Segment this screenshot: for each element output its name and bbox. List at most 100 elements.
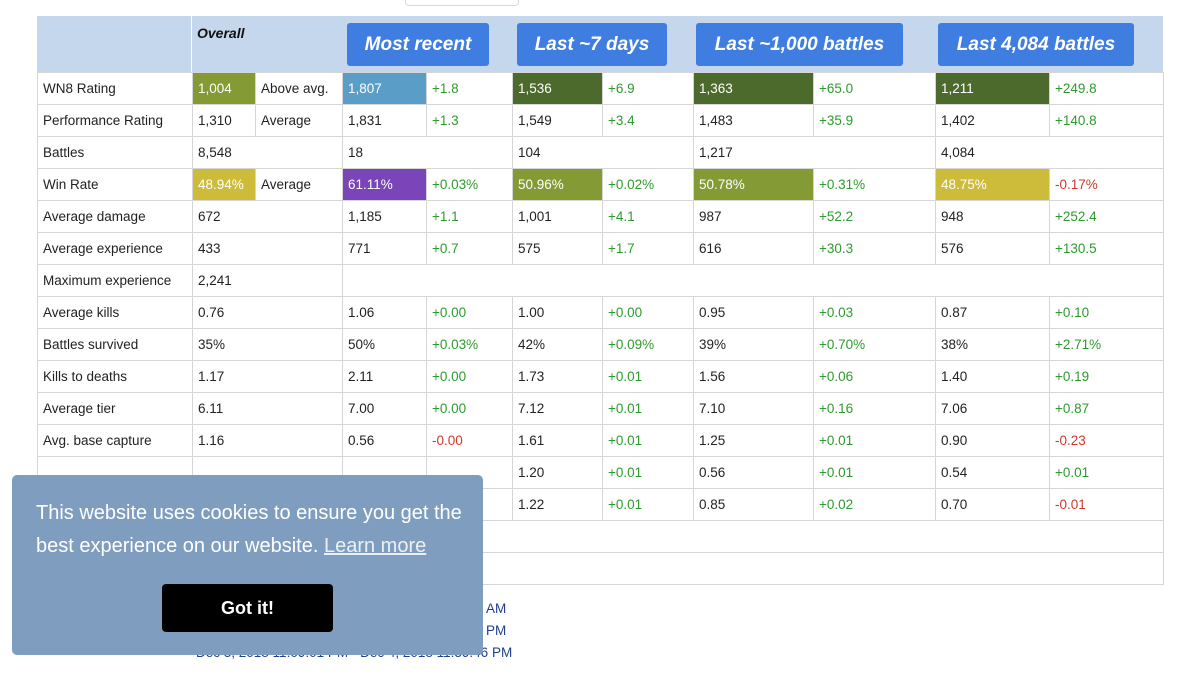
overall-value: 1.17 <box>192 360 343 393</box>
row-label: Win Rate <box>37 168 193 201</box>
period-value: 1.20 <box>512 456 603 489</box>
row-label: Kills to deaths <box>37 360 193 393</box>
period-delta: +249.8 <box>1049 72 1164 105</box>
period-value: 1.25 <box>693 424 814 457</box>
row-label: Avg. base capture <box>37 424 193 457</box>
period-value: 39% <box>693 328 814 361</box>
table-row: Maximum experience 2,241 <box>37 264 1164 297</box>
header-empty-cell <box>37 16 192 72</box>
period-value: 7.06 <box>935 392 1050 425</box>
period-delta: -0.00 <box>426 424 513 457</box>
period-delta: +65.0 <box>813 72 936 105</box>
period-delta: +0.09% <box>602 328 694 361</box>
period-value: 50.78% <box>693 168 814 201</box>
period-delta: +130.5 <box>1049 232 1164 265</box>
period-value: 1,402 <box>935 104 1050 137</box>
period-value: 1.61 <box>512 424 603 457</box>
period-value: 48.75% <box>935 168 1050 201</box>
period-delta: +0.10 <box>1049 296 1164 329</box>
overall-value: 0.76 <box>192 296 343 329</box>
period-delta: +0.00 <box>426 296 513 329</box>
overall-header: Overall <box>197 25 245 41</box>
period-last-4084-battles-button[interactable]: Last 4,084 battles <box>938 23 1134 66</box>
period-delta: +0.03% <box>426 328 513 361</box>
overall-value: 433 <box>192 232 343 265</box>
period-delta: +4.1 <box>602 200 694 233</box>
table-row: Average tier 6.11 7.00 +0.00 7.12 +0.01 7.10 +0… <box>37 392 1164 425</box>
period-delta: -0.01 <box>1049 488 1164 521</box>
overall-value: 1.16 <box>192 424 343 457</box>
period-delta: +0.00 <box>602 296 694 329</box>
period-most-recent-button[interactable]: Most recent <box>347 23 489 66</box>
overall-note: Average <box>255 168 343 201</box>
period-delta: +0.87 <box>1049 392 1164 425</box>
period-value: 0.87 <box>935 296 1050 329</box>
period-delta: +6.9 <box>602 72 694 105</box>
period-delta: +0.01 <box>813 424 936 457</box>
cookie-message: This website uses cookies to ensure you … <box>36 502 462 557</box>
period-value: 1,831 <box>342 104 427 137</box>
table-row: Avg. base capture 1.16 0.56 -0.00 1.61 +0.01 1… <box>37 424 1164 457</box>
time-line-1: AM <box>486 601 507 616</box>
overall-note: Average <box>255 104 343 137</box>
period-delta: +0.7 <box>426 232 513 265</box>
table-row: 1.20 +0.01 0.56 +0.01 0.54 +0.01 <box>37 456 1164 489</box>
period-delta: +1.7 <box>602 232 694 265</box>
period-value: 18 <box>342 136 513 169</box>
period-value: 1.06 <box>342 296 427 329</box>
table-row: Performance Rating 1,310 Average 1,831 +1.3 1… <box>37 104 1164 137</box>
period-delta: +1.8 <box>426 72 513 105</box>
overall-note: Above avg. <box>255 72 343 105</box>
period-delta: +0.00 <box>426 360 513 393</box>
row-label: Maximum experience <box>37 264 193 297</box>
period-value: 0.70 <box>935 488 1050 521</box>
period-value: 1.00 <box>512 296 603 329</box>
period-delta: +0.31% <box>813 168 936 201</box>
period-value: 1,217 <box>693 136 936 169</box>
period-delta: +0.03 <box>813 296 936 329</box>
period-value: 0.90 <box>935 424 1050 457</box>
period-value: 1,185 <box>342 200 427 233</box>
period-value: 38% <box>935 328 1050 361</box>
period-value: 1.73 <box>512 360 603 393</box>
cookie-message-container: This website uses cookies to ensure you … <box>36 497 466 563</box>
period-delta: -0.23 <box>1049 424 1164 457</box>
period-delta: +140.8 <box>1049 104 1164 137</box>
table-row: Battles survived 35% 50% +0.03% 42% +0.09% 39%… <box>37 328 1164 361</box>
period-value: 1,483 <box>693 104 814 137</box>
period-last-7-days-button[interactable]: Last ~7 days <box>517 23 667 66</box>
period-value: 7.00 <box>342 392 427 425</box>
period-last-1000-battles-button[interactable]: Last ~1,000 battles <box>696 23 903 66</box>
overall-value: 2,241 <box>192 264 343 297</box>
period-delta: +0.06 <box>813 360 936 393</box>
row-label: Average tier <box>37 392 193 425</box>
period-delta: +35.9 <box>813 104 936 137</box>
period-delta: +0.01 <box>813 456 936 489</box>
period-delta: +0.01 <box>602 424 694 457</box>
overall-value: 1,310 <box>192 104 256 137</box>
period-value: 1.40 <box>935 360 1050 393</box>
period-value: 948 <box>935 200 1050 233</box>
period-value: 616 <box>693 232 814 265</box>
time-line-2: PM <box>486 623 507 638</box>
period-value: 1,363 <box>693 72 814 105</box>
period-delta: -0.17% <box>1049 168 1164 201</box>
row-label: WN8 Rating <box>37 72 193 105</box>
period-delta: +252.4 <box>1049 200 1164 233</box>
row-label: Battles <box>37 136 193 169</box>
overall-value: 8,548 <box>192 136 343 169</box>
period-value: 1.22 <box>512 488 603 521</box>
period-value: 50.96% <box>512 168 603 201</box>
learn-more-link[interactable]: Learn more <box>323 535 427 557</box>
top-tab[interactable] <box>405 0 519 6</box>
stats-table: WN8 Rating 1,004 Above avg. 1,807 +1.8 1,536 +… <box>37 72 1164 585</box>
got-it-button[interactable]: Got it! <box>162 584 333 632</box>
period-delta: +0.70% <box>813 328 936 361</box>
period-delta: +52.2 <box>813 200 936 233</box>
table-row: Win Rate 48.94% Average 61.11% +0.03% 50.96% +… <box>37 168 1164 201</box>
period-delta: +1.1 <box>426 200 513 233</box>
table-header: Overall Most recent Last ~7 days Last ~1… <box>37 16 1163 72</box>
period-value: 987 <box>693 200 814 233</box>
period-delta: +0.01 <box>602 360 694 393</box>
empty-cell <box>342 264 1164 297</box>
